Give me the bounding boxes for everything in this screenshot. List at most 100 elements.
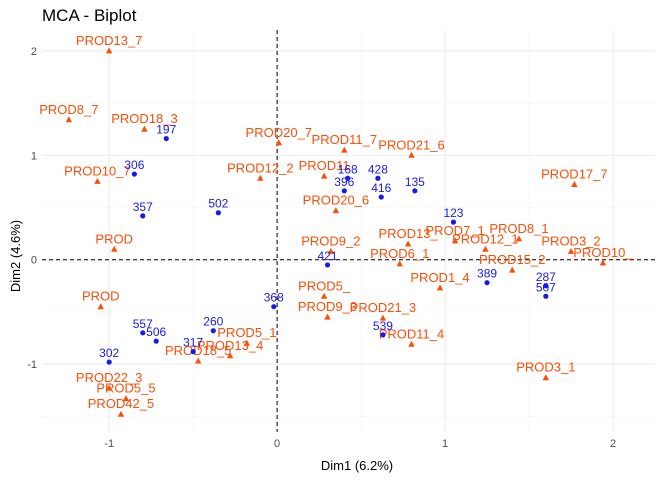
category-point [94, 177, 101, 184]
category-point [257, 174, 264, 181]
plot-panel: PROD13_7 PROD8_7 PROD18_3 PROD10_7 PROD17_7 P… [39, 30, 655, 432]
category-label: PROD [95, 231, 133, 246]
category-point [567, 247, 575, 254]
individual-label: 389 [477, 267, 497, 281]
individual-label: 287 [536, 270, 556, 284]
category-point [408, 151, 415, 158]
category-point [226, 352, 234, 359]
individual-label: 502 [208, 197, 228, 211]
category-point [341, 146, 348, 153]
individual-point [271, 304, 277, 310]
x-tick-label: 0 [274, 438, 280, 450]
individual-point [190, 349, 196, 355]
category-point [320, 172, 328, 179]
category-label: PROD10_ [573, 245, 633, 260]
category-label: PROD13_ [378, 226, 438, 241]
individual-label: 507 [536, 280, 556, 294]
category-label: PROD12_1 [452, 231, 518, 246]
individual-label: 168 [338, 162, 358, 176]
individual-label: 557 [133, 317, 153, 331]
category-point [324, 313, 331, 320]
chart-title: MCA - Biplot [42, 6, 137, 25]
category-point [320, 292, 328, 299]
individual-label: 317 [183, 336, 203, 350]
category-point [542, 374, 550, 381]
x-tick-label: 1 [442, 438, 448, 450]
individual-point [210, 328, 216, 334]
individual-label: 539 [373, 319, 393, 333]
category-label: PROD10_7 [64, 163, 130, 178]
category-label: PROD17_7 [541, 167, 607, 182]
category-label: PROD9_3 [298, 299, 357, 314]
x-tick-label: -1 [104, 438, 114, 450]
category-label: PROD20_7 [246, 125, 312, 140]
y-tick-label: -1 [27, 359, 37, 371]
individual-point [380, 332, 386, 338]
category-label: PROD8_7 [39, 102, 98, 117]
category-point [105, 384, 113, 391]
individual-point [140, 213, 146, 219]
individual-label: 506 [146, 325, 166, 339]
category-label: PROD9_2 [301, 233, 360, 248]
category-label: PROD11_7 [312, 132, 378, 147]
individual-point [345, 175, 351, 181]
category-label: PROD22_3 [76, 370, 142, 385]
category-point [65, 116, 73, 123]
individual-point [341, 188, 347, 194]
category-label: PROD20_6 [303, 193, 369, 208]
individual-point [163, 135, 169, 142]
category-point [482, 245, 489, 252]
category-point [396, 260, 403, 267]
individual-point [484, 280, 490, 286]
individual-label: 135 [405, 175, 425, 189]
category-point [515, 235, 523, 242]
category-point [327, 247, 335, 254]
category-point [275, 139, 283, 146]
category-label: PROD21_6 [378, 137, 444, 152]
individual-point [375, 175, 381, 181]
category-label: PROD42_5 [88, 396, 154, 411]
category-label: PROD21_3 [350, 300, 416, 315]
individual-point [140, 330, 146, 336]
x-axis-ticks: -1 0 1 2 [104, 438, 616, 450]
individual-point [412, 188, 418, 194]
category-label: PROD11 [299, 158, 350, 173]
individual-point [106, 359, 112, 365]
category-point [404, 240, 412, 247]
category-point [105, 47, 113, 54]
y-axis-title: Dim2 (4.6%) [8, 220, 23, 292]
individual-label: 197 [156, 123, 176, 137]
category-points: PROD13_7 PROD8_7 PROD18_3 PROD10_7 PROD17_7 P… [39, 33, 633, 417]
individual-label: 428 [368, 162, 388, 176]
category-point [122, 395, 130, 402]
individual-point [378, 194, 384, 200]
individual-point [450, 219, 457, 225]
individual-point [324, 262, 331, 268]
category-label: PROD8_1 [489, 221, 548, 236]
category-point [111, 245, 118, 252]
y-tick-label: 2 [31, 46, 37, 58]
category-label: PROD18_3 [111, 111, 177, 126]
category-label: PROD5_5 [96, 381, 155, 396]
y-axis-ticks: -1 0 1 2 [27, 46, 37, 371]
individual-label: 357 [133, 200, 153, 214]
category-label: PROD11_4 [379, 326, 445, 341]
y-tick-label: 0 [31, 255, 37, 267]
category-point [408, 340, 415, 347]
category-label: PROD18_5 [165, 343, 231, 358]
reference-lines [42, 30, 655, 432]
category-point [509, 266, 516, 273]
category-label: PROD1_4 [410, 270, 469, 285]
x-axis-title: Dim1 (6.2%) [321, 458, 393, 473]
individual-label: 416 [371, 181, 391, 195]
category-label: PROD5_ [298, 278, 351, 293]
individual-label: 396 [334, 175, 354, 189]
individual-point [153, 338, 159, 344]
category-point [243, 339, 251, 346]
category-point [117, 410, 125, 417]
category-label: PROD5_1 [217, 325, 276, 340]
category-point [332, 207, 340, 214]
individual-point [215, 210, 221, 216]
individual-label: 302 [99, 346, 119, 360]
category-point [571, 181, 578, 188]
